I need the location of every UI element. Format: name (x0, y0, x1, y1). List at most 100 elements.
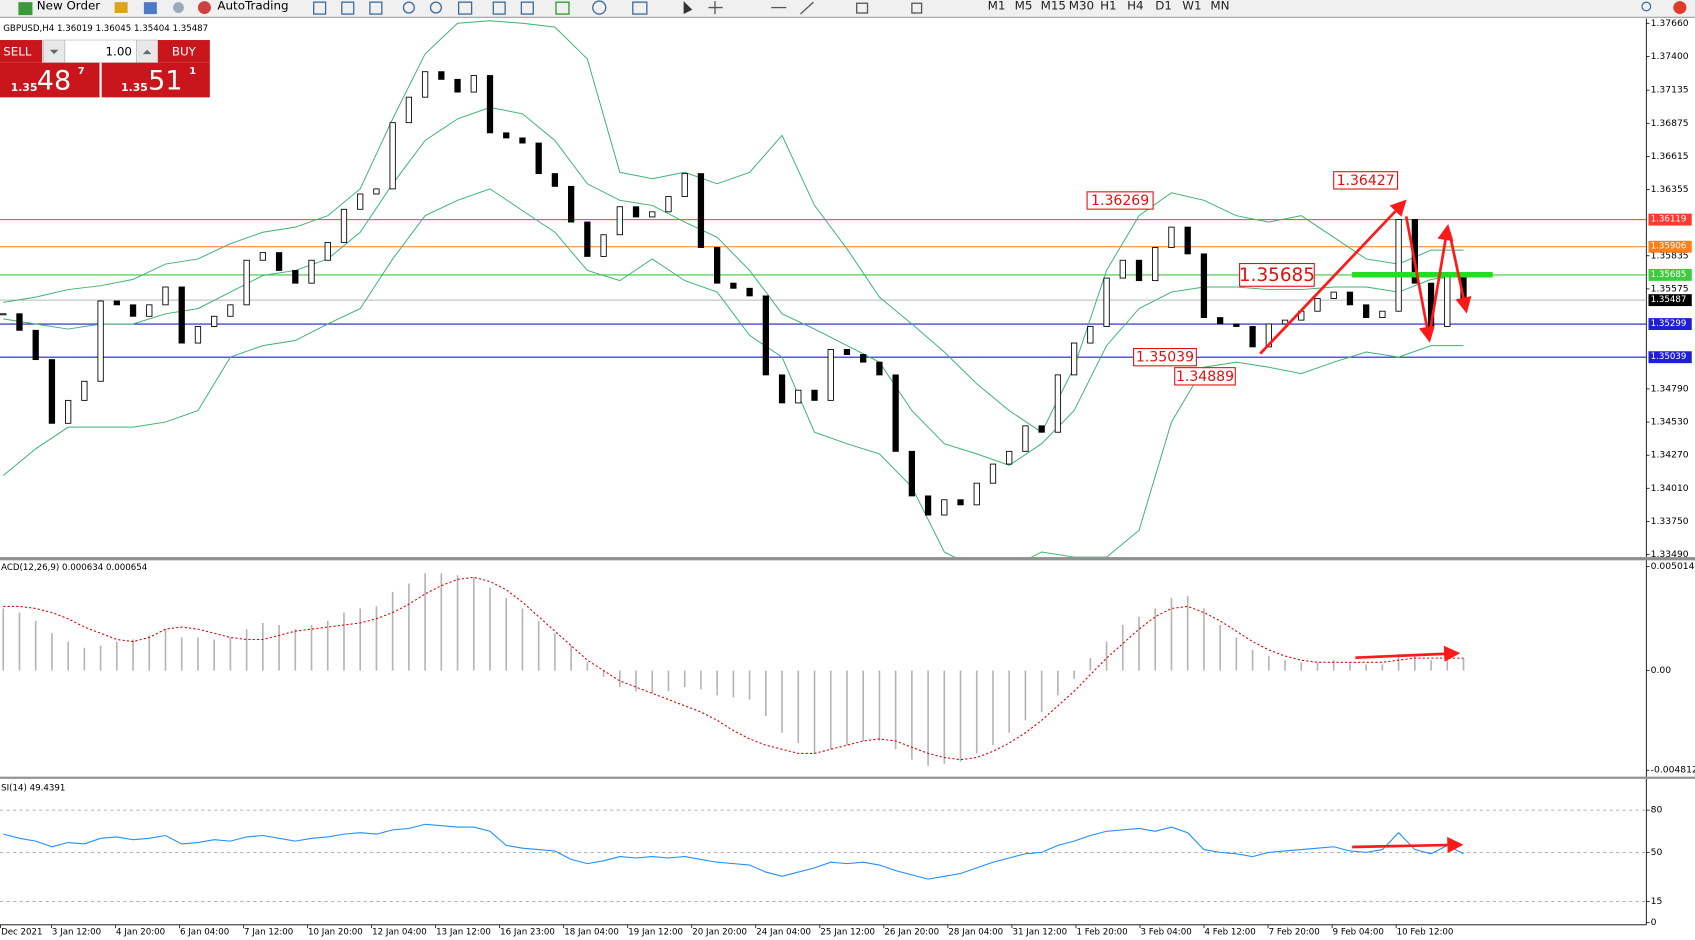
toolbar: New Order AutoTrading M1 M5 M15 M30 H1 H4 D1 W1… (0, 0, 1695, 18)
macd-bar (1446, 656, 1449, 671)
ask-box[interactable] (101, 62, 210, 98)
macd-bar (1284, 660, 1286, 671)
y-tick-label: 0.005014 (1651, 561, 1695, 572)
indicators[interactable] (555, 1, 570, 15)
templates[interactable] (632, 1, 648, 15)
macd-bar (148, 635, 151, 671)
new-order-icon[interactable] (18, 2, 33, 16)
sell-label: SELL (3, 44, 32, 58)
toolbar-icon[interactable] (173, 2, 184, 13)
bid-box[interactable] (0, 62, 100, 98)
candle (178, 286, 185, 344)
timeframe-button[interactable]: M30 (1069, 0, 1094, 12)
macd-bar (213, 639, 215, 671)
bollinger-band (3, 20, 1464, 433)
timeframe-button[interactable]: MN (1210, 0, 1229, 12)
price-annotation-box (1086, 191, 1154, 210)
toolbar-icon[interactable] (520, 1, 534, 15)
lots-value: 1.00 (106, 44, 132, 58)
candle (762, 295, 769, 376)
zoom-out[interactable] (429, 1, 442, 14)
candle (454, 78, 461, 93)
timeframe-button[interactable]: M1 (988, 0, 1006, 12)
alerts[interactable] (1673, 1, 1687, 15)
y-tick-label: 1.37135 (1651, 85, 1689, 96)
candle (811, 389, 818, 401)
autotrading-button[interactable]: AutoTrading (217, 0, 288, 12)
macd-bar (683, 670, 686, 688)
macd-bar (554, 633, 556, 671)
y-tick-label: 80 (1651, 805, 1663, 816)
candle (32, 329, 39, 361)
timeframe-button[interactable]: D1 (1155, 0, 1172, 12)
macd-bar (862, 670, 864, 741)
y-tick-label: 1.33490 (1651, 549, 1689, 560)
new-order-button[interactable]: New Order (37, 0, 101, 12)
indicator-title: SI(14) 49.4391 (1, 784, 65, 794)
label-tool[interactable] (911, 2, 923, 14)
timeframe-button[interactable]: H4 (1127, 0, 1144, 12)
candle (0, 313, 7, 316)
macd-bar (586, 662, 589, 671)
toolbar-icon[interactable] (457, 1, 473, 15)
macd-bar (521, 608, 524, 671)
toolbar-icon[interactable] (114, 2, 128, 13)
timeframe-button[interactable]: W1 (1182, 0, 1201, 12)
candle (470, 75, 477, 93)
y-tick-label: 1.34270 (1651, 450, 1689, 461)
candle (308, 259, 315, 284)
macd-bar (489, 587, 491, 671)
macd-bar (1332, 660, 1335, 671)
zoom-in[interactable] (402, 1, 415, 14)
toolbar-icon[interactable] (492, 1, 506, 15)
x-tick-label: 31 Jan 12:00 (1012, 927, 1067, 937)
trendline-tool[interactable] (800, 1, 814, 15)
price-annotation-box (1133, 348, 1197, 367)
macd-panel: ACD(12,26,9) 0.000634 0.000654 0.005014 0.… (1, 561, 1695, 776)
level-price-label: 1.35487 (1651, 295, 1687, 305)
rsi-line (3, 823, 1464, 880)
crosshair-tool[interactable] (708, 1, 723, 15)
cursor-tool[interactable] (683, 1, 693, 15)
autotrading-icon[interactable] (197, 1, 211, 15)
candle (340, 208, 348, 243)
toolbar-icon[interactable] (143, 2, 157, 15)
macd-bar (1040, 670, 1043, 712)
candle (211, 315, 218, 327)
timeframe-button[interactable]: H1 (1100, 0, 1116, 12)
periods[interactable] (592, 0, 607, 15)
fibo-tool[interactable] (856, 2, 869, 14)
macd-bar (1235, 637, 1238, 671)
plot (2, 573, 1465, 766)
y-tick-label: 1.36615 (1651, 151, 1689, 162)
candle (632, 206, 640, 218)
toolbar-icon[interactable] (313, 1, 327, 15)
y-tick-label: 1.34790 (1651, 383, 1689, 394)
candle (1168, 226, 1175, 248)
candle (1346, 291, 1354, 306)
arrow-icon (142, 49, 152, 55)
buy-button[interactable] (157, 40, 210, 63)
chart-title: GBPUSD,H4 1.36019 1.36045 1.35404 1.3548… (3, 24, 208, 34)
macd-bar (294, 629, 297, 671)
timeframe-button[interactable]: M15 (1041, 0, 1066, 12)
candle (876, 361, 883, 376)
candle (162, 286, 169, 306)
toolbar-icon[interactable] (369, 1, 383, 15)
candle (941, 499, 948, 516)
macd-bar (132, 639, 134, 671)
y-tick-label: 1.35835 (1651, 250, 1689, 261)
candle (1444, 272, 1451, 327)
macd-bar (1316, 662, 1319, 671)
toolbar-icon[interactable] (341, 1, 355, 15)
sell-button[interactable] (0, 40, 43, 63)
search[interactable] (1641, 1, 1652, 12)
timeframe-button[interactable]: M5 (1015, 0, 1033, 12)
macd-bar (1008, 670, 1011, 733)
candle (973, 482, 980, 506)
candle (1314, 298, 1321, 312)
macd-bar (1462, 658, 1465, 671)
y-tick-label: 1.37400 (1651, 51, 1689, 62)
macd-bar (1154, 608, 1157, 671)
